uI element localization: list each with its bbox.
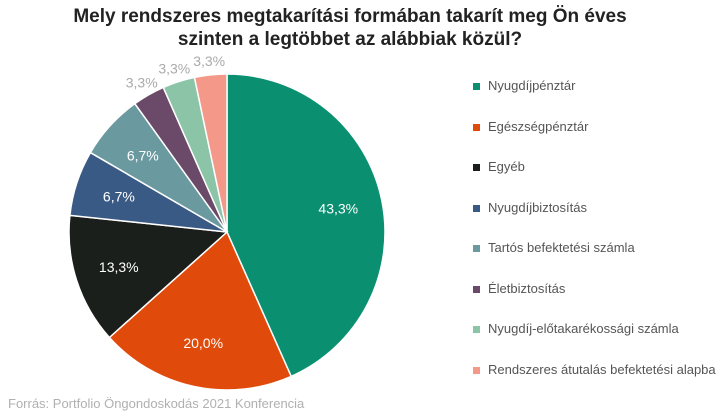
legend-label-0: Nyugdíjpénztár [488, 78, 576, 93]
slice-value-label-7: 3,3% [193, 53, 225, 69]
legend-swatch-4 [473, 245, 480, 252]
legend-label-3: Nyugdíjbiztosítás [488, 199, 587, 215]
legend-item-0: Nyugdíjpénztár [473, 78, 718, 94]
legend-swatch-1 [473, 123, 480, 131]
slice-value-label-1: 20,0% [183, 335, 223, 351]
legend-swatch-5 [473, 285, 480, 293]
legend-item-2: Egyéb [473, 159, 718, 175]
slice-value-label-2: 13,3% [99, 259, 139, 275]
legend-label-1: Egészségpénztár [488, 118, 589, 134]
slice-value-label-3: 6,7% [103, 189, 135, 205]
slice-value-label-6: 3,3% [158, 60, 190, 76]
legend-item-4: Tartós befektetési számla [473, 240, 718, 256]
legend-item-7: Rendszeres átutalás befektetési alapba [473, 362, 718, 378]
legend-item-5: Életbiztosítás [473, 281, 718, 297]
legend-label-6: Nyugdíj-előtakarékossági számla [488, 321, 679, 336]
source-note: Forrás: Portfolio Öngondoskodás 2021 Kon… [8, 396, 305, 411]
legend-swatch-2 [473, 164, 480, 171]
legend-label-4: Tartós befektetési számla [488, 240, 635, 255]
legend-item-6: Nyugdíj-előtakarékossági számla [473, 321, 718, 337]
legend-swatch-7 [473, 366, 480, 374]
legend-label-2: Egyéb [488, 159, 525, 174]
slice-value-label-0: 43,3% [318, 200, 358, 216]
slice-value-label-5: 3,3% [126, 75, 158, 91]
pie-slice-7 [193, 73, 228, 233]
legend-label-7: Rendszeres átutalás befektetési alapba [488, 361, 716, 377]
legend-swatch-3 [473, 204, 480, 212]
chart-title: Mely rendszeres megtakarítási formában t… [40, 5, 660, 51]
legend-label-5: Életbiztosítás [488, 280, 566, 296]
pie-slice-1 [108, 230, 293, 391]
chart-title-line-1: Mely rendszeres megtakarítási formában t… [73, 6, 627, 27]
legend-swatch-0 [473, 83, 480, 90]
slice-value-label-4: 6,7% [127, 148, 159, 164]
pie-slice-2 [68, 214, 229, 339]
chart-title-line-2: szinten a legtöbbet az alábbiak közül? [177, 29, 523, 50]
legend-swatch-6 [473, 326, 480, 333]
pie-slice-0 [226, 73, 386, 378]
legend-item-3: Nyugdíjbiztosítás [473, 200, 718, 216]
legend-item-1: Egészségpénztár [473, 119, 718, 135]
